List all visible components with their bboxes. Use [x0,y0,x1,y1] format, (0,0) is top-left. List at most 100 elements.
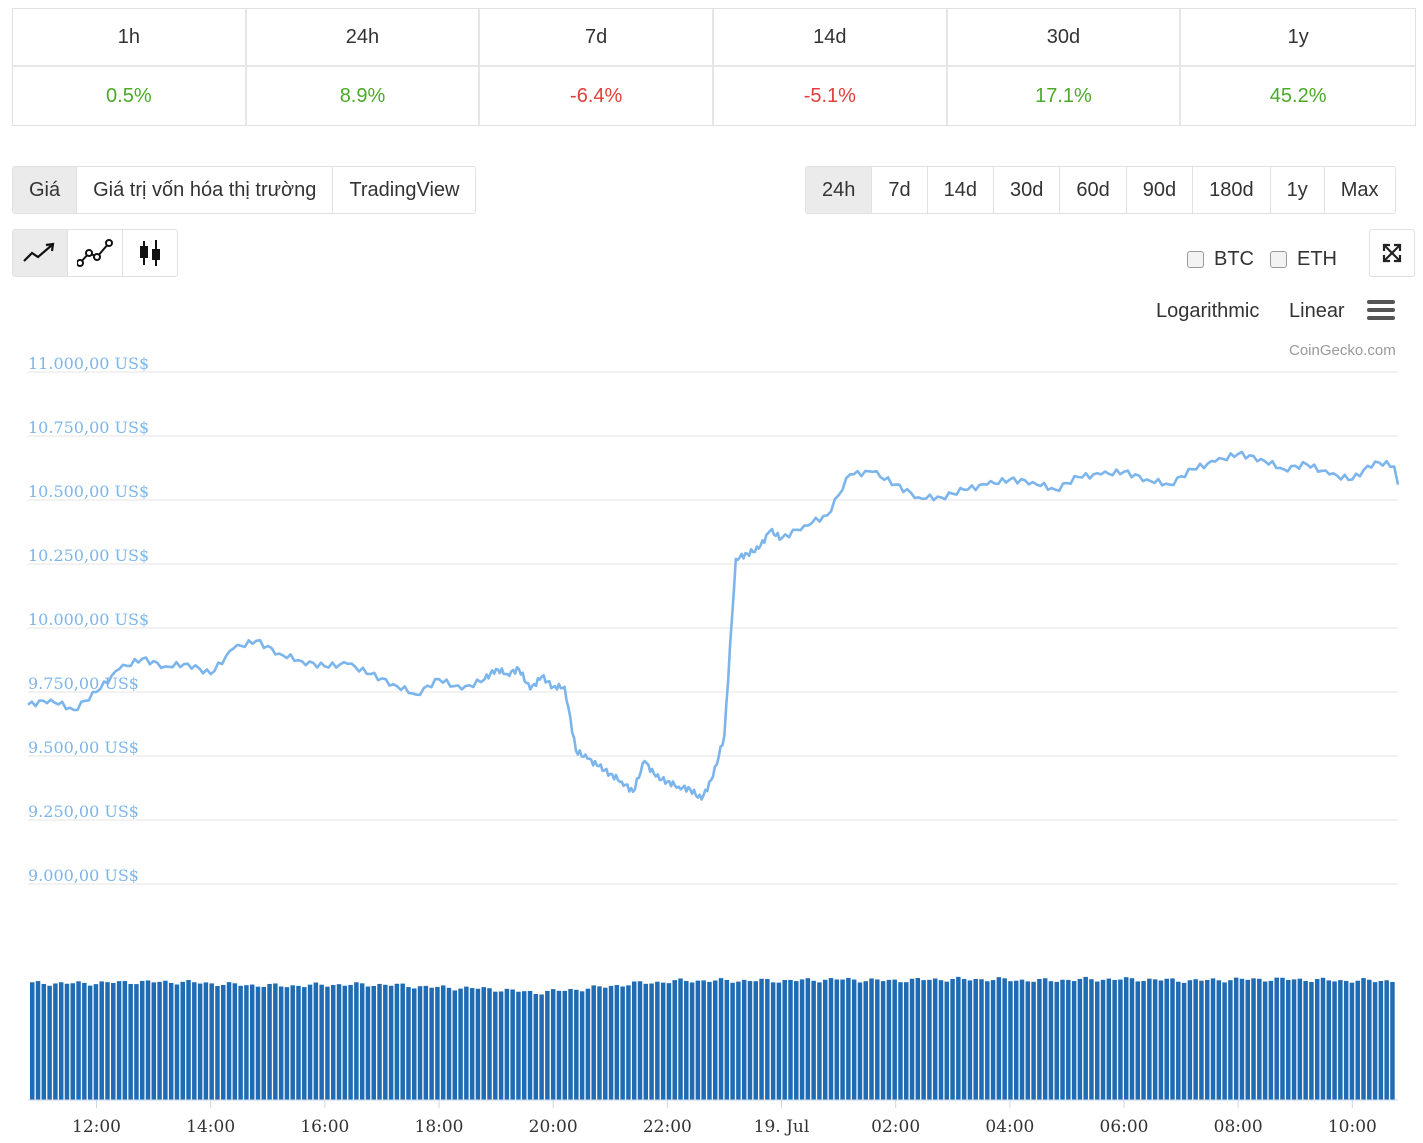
volume-bar [1286,979,1291,1100]
compare-eth[interactable]: ETH [1270,248,1337,271]
volume-bar [892,979,897,1100]
volume-bar [1077,978,1083,1100]
range-tab[interactable]: 30d [994,167,1061,213]
volume-bar [932,978,938,1100]
volume-bar [151,982,157,1100]
volume-bar [776,982,782,1100]
volume-bar [921,980,926,1100]
volume-bar [614,985,620,1100]
period-change: 8.9% [247,67,481,125]
volume-bar [689,982,695,1100]
volume-bar [539,994,544,1100]
volume-bar [1164,978,1169,1100]
scale-linear[interactable]: Linear [1289,300,1345,322]
volume-bar [1054,981,1059,1100]
range-tab[interactable]: 180d [1193,167,1271,213]
compare-btc[interactable]: BTC [1187,248,1254,271]
range-tab[interactable]: Max [1324,167,1395,213]
volume-bar [1367,979,1372,1100]
volume-bar [1332,981,1337,1100]
volume-bar [875,979,880,1100]
volume-bar [655,981,660,1100]
volume-bar [192,982,197,1100]
volume-bar [527,990,533,1100]
range-tab[interactable]: 60d [1060,167,1127,213]
volume-bar [666,983,672,1100]
range-tab[interactable]: 14d [927,167,994,213]
volume-bar [718,978,724,1100]
volume-bar [967,980,973,1100]
volume-bar [244,985,249,1100]
volume-bar [1170,978,1175,1100]
volume-bar [174,984,180,1100]
volume-bar [550,989,556,1100]
volume-bar [215,986,220,1100]
period-header: 7d [480,9,714,67]
tab-price[interactable]: Giá [13,167,78,213]
x-tick-label: 16:00 [300,1117,349,1137]
expand-icon[interactable] [1369,229,1415,277]
volume-bar [770,982,776,1100]
period-header: 1h [13,9,247,67]
volume-bar [498,991,504,1100]
volume-bar [585,988,591,1100]
volume-bar [1378,980,1384,1100]
tab-tradingview[interactable]: TradingView [333,167,476,213]
price-change-table: 1h 24h 7d 14d 30d 1y 0.5% 8.9% -6.4% -5.1% 17.1% 45… [12,8,1416,126]
volume-bar [1309,981,1314,1100]
volume-bar [145,980,151,1100]
btc-checkbox[interactable] [1187,251,1204,268]
volume-bar [348,984,353,1100]
candlestick-icon[interactable] [123,230,177,276]
y-tick-label: 10.500,00 US$ [28,482,149,501]
volume-bar [377,983,382,1100]
volume-bar [713,980,718,1100]
volume-bar [1060,979,1065,1100]
chart-type-toggle [12,229,178,277]
volume-bar [1193,979,1198,1100]
volume-bar [406,987,411,1100]
scale-logarithmic[interactable]: Logarithmic [1156,300,1260,322]
volume-bar [950,978,955,1100]
range-tab[interactable]: 24h [806,167,873,213]
range-tab[interactable]: 7d [872,167,928,213]
volume-bar [1112,979,1117,1100]
volume-bar [1123,977,1129,1100]
volume-bar [440,985,446,1100]
volume-bar [1338,980,1343,1100]
volume-bar [111,982,116,1100]
volume-bar [869,978,874,1100]
volume-bar [678,978,683,1100]
range-tab[interactable]: 90d [1126,167,1194,213]
volume-bar [278,986,284,1100]
eth-label: ETH [1297,248,1337,270]
volume-bar [197,983,203,1100]
volume-bar [979,979,984,1100]
tab-market-cap[interactable]: Giá trị vốn hóa thị trường [77,167,334,213]
hamburger-menu-icon[interactable] [1367,300,1395,324]
volume-bar [203,982,209,1100]
period-header: 24h [246,9,481,67]
volume-bar [313,982,319,1100]
line-chart-icon[interactable] [13,230,68,276]
volume-bar [302,987,307,1100]
volume-bar [464,986,469,1100]
volume-bar [342,985,348,1100]
volume-bar [990,980,996,1100]
period-change: 0.5% [13,67,247,125]
volume-bar [1048,981,1054,1100]
volume-bar [1204,980,1210,1100]
volume-bar [226,982,232,1100]
volume-bar [1239,978,1245,1100]
range-tab[interactable]: 1y [1270,167,1325,213]
line-points-icon[interactable] [68,230,123,276]
eth-checkbox[interactable] [1270,251,1287,268]
volume-bar [1251,978,1256,1100]
volume-bar [643,983,649,1100]
volume-bar [828,978,834,1100]
volume-bar [388,985,394,1100]
y-tick-label: 10.750,00 US$ [28,418,149,437]
chart-view-tabs: Giá Giá trị vốn hóa thị trường TradingVi… [12,166,477,214]
volume-bar [423,985,429,1100]
